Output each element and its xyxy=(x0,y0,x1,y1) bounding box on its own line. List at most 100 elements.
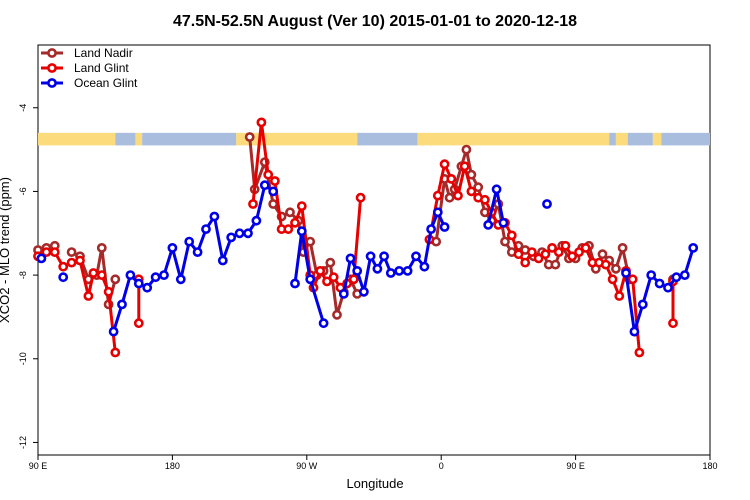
series-point-0-21 xyxy=(325,257,336,268)
series-point-1-28 xyxy=(348,274,359,285)
series-point-2-51 xyxy=(671,272,682,283)
series-point-2-53 xyxy=(688,242,699,253)
series-point-1-20 xyxy=(296,201,307,211)
series-point-1-24 xyxy=(322,276,332,287)
legend-marker-1 xyxy=(47,63,57,73)
y-tick-label-2: -8 xyxy=(18,271,28,279)
series-point-2-5 xyxy=(133,278,144,289)
series-point-2-14 xyxy=(209,211,220,222)
series-point-2-39 xyxy=(432,207,443,218)
series-point-1-19 xyxy=(290,217,300,228)
series-point-1-50 xyxy=(560,240,571,251)
legend-label-0: Land Nadir xyxy=(74,46,133,60)
series-point-2-22 xyxy=(290,278,300,289)
series-point-2-19 xyxy=(251,215,262,226)
series-point-2-8 xyxy=(159,270,169,280)
x-tick-label-4: 90 E xyxy=(566,461,585,471)
y-axis-label: XCO2 - MLO trend (ppm) xyxy=(0,177,12,323)
series-point-1-29 xyxy=(355,192,366,203)
series-point-1-47 xyxy=(540,249,551,260)
surface-band-land-8 xyxy=(615,132,628,146)
series-point-2-9 xyxy=(167,242,178,253)
series-point-2-38 xyxy=(426,224,436,234)
series-point-2-26 xyxy=(338,288,349,299)
series-point-0-44 xyxy=(550,259,561,270)
series-point-0-33 xyxy=(473,182,484,193)
series-point-2-10 xyxy=(175,274,186,285)
series-point-2-17 xyxy=(234,228,245,239)
series-point-2-35 xyxy=(402,265,413,276)
surface-type-band xyxy=(38,132,710,146)
series-point-1-49 xyxy=(553,247,564,257)
series-point-0-37 xyxy=(500,236,510,247)
series-point-2-28 xyxy=(352,265,363,276)
series-point-2-3 xyxy=(117,299,127,310)
series-layer xyxy=(33,117,699,358)
series-point-2-0 xyxy=(36,253,47,264)
series-point-0-10 xyxy=(244,132,255,142)
series-point-1-5 xyxy=(75,255,85,266)
series-point-2-7 xyxy=(150,272,161,283)
series-point-1-43 xyxy=(513,249,524,260)
chart-title: 47.5N-52.5N August (Ver 10) 2015-01-01 t… xyxy=(173,13,577,30)
series-point-2-42 xyxy=(491,184,502,195)
series-point-2-44 xyxy=(542,199,552,209)
surface-band-ocean-5 xyxy=(357,132,418,146)
series-point-2-2 xyxy=(108,326,119,337)
series-point-0-7 xyxy=(96,242,107,253)
surface-band-ocean-3 xyxy=(142,132,237,146)
legend-marker-2 xyxy=(47,78,57,88)
series-point-1-10 xyxy=(110,347,121,358)
surface-band-land-2 xyxy=(135,132,143,146)
series-point-1-14 xyxy=(256,117,267,128)
series-2 xyxy=(36,180,699,337)
series-point-2-49 xyxy=(654,278,665,289)
x-tick-label-1: 180 xyxy=(165,461,180,471)
series-point-1-56 xyxy=(600,259,611,270)
series-point-1-63 xyxy=(668,318,678,329)
series-point-0-51 xyxy=(597,249,608,260)
y-tick-label-0: -4 xyxy=(18,104,28,112)
series-point-1-45 xyxy=(527,247,537,257)
series-point-2-11 xyxy=(184,236,195,247)
y-tick-label-3: -10 xyxy=(18,352,28,365)
series-0 xyxy=(33,132,678,320)
series-point-1-38 xyxy=(479,194,490,205)
series-point-0-53 xyxy=(611,263,621,274)
series-point-1-23 xyxy=(315,265,326,276)
series-point-2-1 xyxy=(58,272,69,283)
series-point-1-51 xyxy=(567,251,578,262)
surface-band-land-10 xyxy=(652,132,662,146)
series-point-2-23 xyxy=(296,226,307,237)
series-point-2-29 xyxy=(358,286,369,297)
series-point-1-57 xyxy=(607,274,618,285)
series-point-0-15 xyxy=(285,207,295,218)
series-point-2-48 xyxy=(646,270,657,280)
series-point-0-54 xyxy=(617,242,628,253)
series-point-2-15 xyxy=(217,255,228,266)
series-point-1-61 xyxy=(634,347,645,358)
series-point-1-7 xyxy=(88,268,99,278)
series-point-2-37 xyxy=(419,261,430,272)
series-point-1-2 xyxy=(49,247,60,257)
legend-label-1: Land Glint xyxy=(74,61,129,75)
legend-label-2: Ocean Glint xyxy=(74,76,138,90)
series-point-1-33 xyxy=(446,173,457,184)
y-tick-label-4: -12 xyxy=(18,436,28,449)
series-point-1-31 xyxy=(432,190,443,201)
series-point-1-9 xyxy=(103,286,114,297)
legend-marker-0 xyxy=(47,48,57,58)
y-tick-label-1: -6 xyxy=(18,187,28,195)
surface-band-land-4 xyxy=(236,132,358,146)
series-point-1-8 xyxy=(96,270,107,280)
series-point-2-13 xyxy=(201,224,211,234)
series-point-1-6 xyxy=(83,291,94,301)
series-point-2-27 xyxy=(345,253,356,264)
series-point-2-18 xyxy=(243,228,253,239)
series-point-2-40 xyxy=(439,222,450,232)
series-point-2-33 xyxy=(385,268,396,278)
series-point-1-4 xyxy=(66,257,77,268)
series-point-1-32 xyxy=(439,159,450,170)
series-point-2-34 xyxy=(394,265,405,276)
